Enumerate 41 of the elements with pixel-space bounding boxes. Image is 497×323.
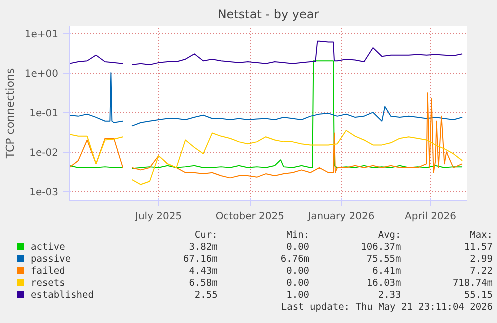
x-tick-label: April 2026 xyxy=(405,212,457,222)
x-tick-label: July 2025 xyxy=(134,212,182,222)
text: Min: xyxy=(286,230,311,242)
x-tick-label: October 2025 xyxy=(216,212,284,222)
text: 11.57 xyxy=(463,242,494,254)
text: 6.58m xyxy=(188,278,219,290)
y-tick-label: 1e-01 xyxy=(30,108,59,120)
y-tick-label: 1e+00 xyxy=(24,69,59,80)
text: 4.43m xyxy=(188,266,219,278)
legend-label: failed xyxy=(30,266,66,278)
text: 55.15 xyxy=(463,290,494,302)
text: 16.03m xyxy=(366,278,402,290)
y-tick-label: 1e-02 xyxy=(30,148,59,160)
text: 0.00 xyxy=(286,266,311,278)
y-tick-label: 1e+01 xyxy=(24,29,59,40)
text: 0.00 xyxy=(286,278,311,290)
y-axis-title: TCP connections xyxy=(4,68,17,160)
legend-label: passive xyxy=(30,254,72,266)
text: 6.76m xyxy=(280,254,311,266)
text: Max: xyxy=(469,230,494,242)
text: Cur: xyxy=(194,230,219,242)
text: Last update: Thu May 21 23:11:04 2026 xyxy=(280,302,494,314)
text: 1.00 xyxy=(286,290,310,302)
text: 106.37m xyxy=(360,242,402,254)
y-tick-label: 1e-03 xyxy=(30,188,59,199)
text: 0.00 xyxy=(286,242,311,254)
text: 2.55 xyxy=(194,290,219,302)
text: 2.33 xyxy=(377,290,402,302)
text: 75.55m xyxy=(366,254,402,266)
text: 2.99 xyxy=(469,254,494,266)
text: 67.16m xyxy=(182,254,219,266)
legend-label: resets xyxy=(30,278,66,290)
legend-label: active xyxy=(30,242,66,254)
text: 718.74m xyxy=(452,278,494,290)
text: 6.41m xyxy=(372,266,402,278)
text: 3.82m xyxy=(188,242,219,254)
legend-label: established xyxy=(30,290,95,302)
chart-title: Netstat - by year xyxy=(218,8,320,22)
text: Avg: xyxy=(377,230,402,242)
x-tick-label: January 2026 xyxy=(307,212,375,222)
text: 7.22 xyxy=(469,266,494,278)
